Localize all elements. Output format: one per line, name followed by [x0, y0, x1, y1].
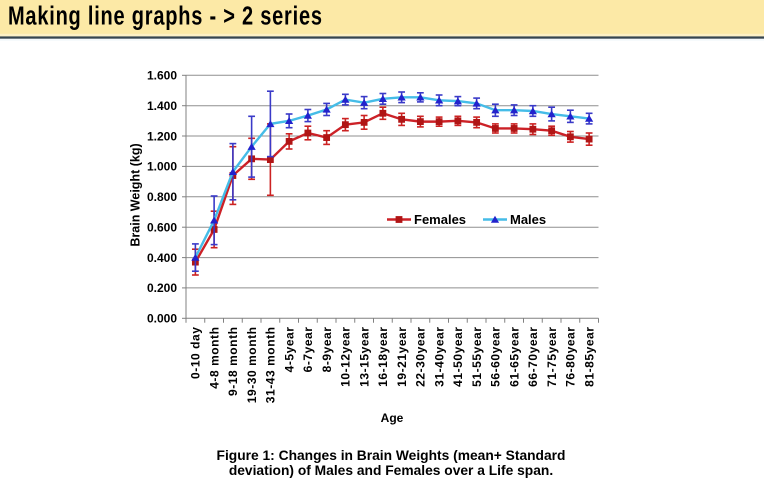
svg-text:61-65year: 61-65year [507, 327, 521, 387]
svg-text:4-5year: 4-5year [282, 327, 296, 373]
svg-text:0-10 day: 0-10 day [189, 327, 203, 379]
svg-text:31-40year: 31-40year [432, 327, 446, 387]
svg-text:16-18year: 16-18year [376, 327, 390, 387]
svg-text:1.200: 1.200 [147, 129, 177, 143]
svg-text:1.400: 1.400 [147, 99, 177, 113]
svg-text:71-75year: 71-75year [545, 327, 559, 387]
svg-text:66-70year: 66-70year [526, 327, 540, 387]
svg-text:Brain Weight (kg): Brain Weight (kg) [129, 143, 143, 246]
svg-text:1.600: 1.600 [147, 69, 177, 83]
svg-text:19-21year: 19-21year [395, 327, 409, 387]
svg-text:Making line graphs - > 2 serie: Making line graphs - > 2 series [8, 1, 323, 30]
svg-text:76-80year: 76-80year [564, 327, 578, 387]
svg-text:41-50year: 41-50year [451, 327, 465, 387]
svg-text:31-43 month: 31-43 month [264, 327, 278, 404]
svg-text:Males: Males [510, 212, 546, 227]
svg-text:0.600: 0.600 [147, 221, 177, 235]
svg-text:9-18 month: 9-18 month [226, 327, 240, 397]
svg-text:4-8 month: 4-8 month [207, 327, 221, 389]
svg-text:0.800: 0.800 [147, 190, 177, 204]
svg-text:0.200: 0.200 [147, 281, 177, 295]
svg-text:81-85year: 81-85year [582, 327, 596, 387]
svg-text:deviation) of Males and Female: deviation) of Males and Females over a L… [229, 463, 553, 478]
svg-text:1.000: 1.000 [147, 160, 177, 174]
svg-text:19-30 month: 19-30 month [245, 327, 259, 404]
svg-text:Females: Females [414, 212, 466, 227]
svg-text:22-30year: 22-30year [414, 327, 428, 387]
svg-text:0.000: 0.000 [147, 312, 177, 326]
svg-text:10-12year: 10-12year [339, 327, 353, 387]
svg-text:Age: Age [381, 411, 404, 425]
svg-text:Figure 1: Changes in Brain Wei: Figure 1: Changes in Brain Weights (mean… [217, 448, 566, 463]
svg-text:6-7year: 6-7year [301, 327, 315, 373]
svg-text:56-60year: 56-60year [489, 327, 503, 387]
svg-text:13-15year: 13-15year [357, 327, 371, 387]
svg-text:8-9year: 8-9year [320, 327, 334, 373]
svg-text:0.400: 0.400 [147, 251, 177, 265]
svg-text:51-55year: 51-55year [470, 327, 484, 387]
